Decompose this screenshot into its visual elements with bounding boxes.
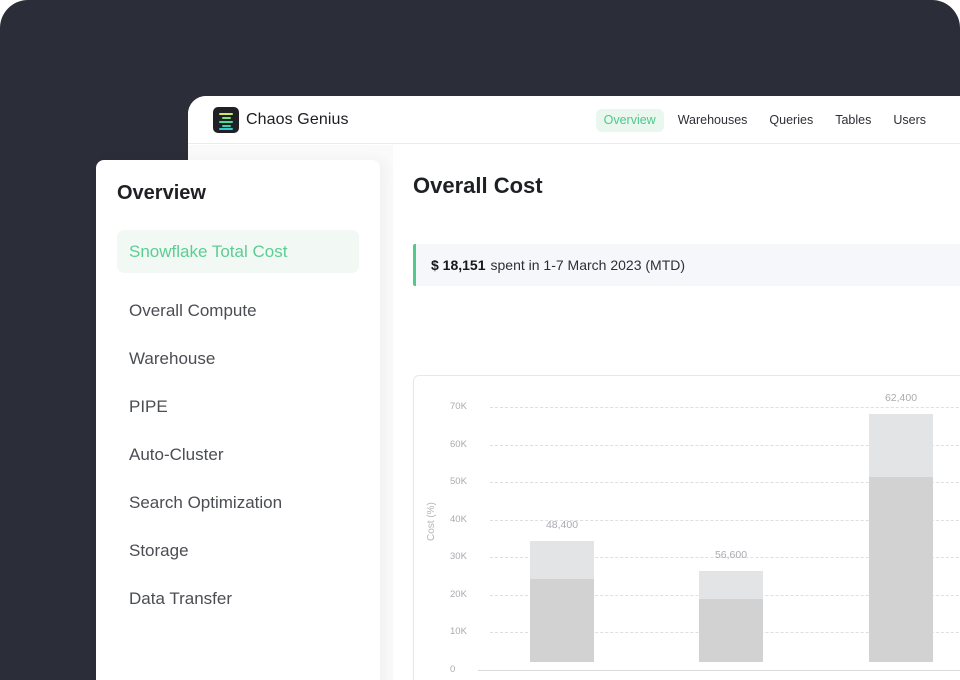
sidebar-item-warehouse[interactable]: Warehouse [129,348,216,368]
main-nav: Overview Warehouses Queries Tables Users [595,109,934,132]
sidebar-item-snowflake-total-cost[interactable]: Snowflake Total Cost [117,230,359,273]
bar-segment-upper [869,414,933,478]
chart-bar[interactable]: 48,400 [530,519,594,662]
spend-amount: $ 18,151 [431,257,486,273]
nav-tables[interactable]: Tables [835,113,872,127]
sidebar: Overview Snowflake Total Cost Overall Co… [96,160,380,680]
sidebar-item-data-transfer[interactable]: Data Transfer [129,588,232,608]
y-tick-label: 40K [450,513,467,525]
nav-users[interactable]: Users [893,113,926,127]
bar-segment-upper [530,541,594,580]
y-tick-label: 20K [450,588,467,600]
sidebar-title: Overview [117,182,206,204]
app-name: Chaos Genius [246,111,349,128]
bar-segment-lower [869,477,933,662]
y-tick-label: 60K [450,438,467,450]
y-gridline: 0 [414,664,960,675]
nav-warehouses[interactable]: Warehouses [677,113,748,127]
bar-segment-upper [699,571,763,599]
y-tick-label: 70K [450,401,467,412]
spend-summary-banner: $ 18,151 spent in 1-7 March 2023 (MTD) [413,244,960,286]
sidebar-item-storage[interactable]: Storage [129,540,189,560]
bar-segment-lower [530,579,594,662]
y-tick-label: 0 [450,664,456,675]
nav-queries[interactable]: Queries [769,113,814,127]
y-gridline: 40K [414,514,960,525]
cost-chart-card: Cost (%) 0 10K 20K 30K 40K 50K 60K 70K 48,400 56,… [413,375,960,680]
brand[interactable]: Chaos Genius [213,107,349,133]
y-gridline: 70K [414,401,960,412]
chart-bar[interactable]: 56,600 [699,549,763,662]
bar-value-label: 62,400 [884,392,918,405]
y-gridline: 30K [414,551,960,562]
bar-value-label: 48,400 [545,519,579,532]
y-tick-label: 30K [450,551,467,563]
y-tick-label: 50K [450,476,467,488]
top-navbar: Chaos Genius Overview Warehouses Queries… [188,96,960,144]
main-content: Overall Cost $ 18,151 spent in 1-7 March… [393,145,960,680]
sidebar-item-pipe[interactable]: PIPE [129,396,168,416]
y-gridline: 50K [414,476,960,487]
sidebar-item-overall-compute[interactable]: Overall Compute [129,300,257,320]
cost-bar-chart: 0 10K 20K 30K 40K 50K 60K 70K 48,400 56,600 62,400 [414,376,960,680]
sidebar-item-search-optimization[interactable]: Search Optimization [129,492,283,512]
stacked-bars-logo-icon [213,107,239,133]
spend-period-text: spent in 1-7 March 2023 (MTD) [490,257,686,273]
y-tick-label: 10K [450,626,467,638]
page-title: Overall Cost [413,173,543,198]
nav-overview[interactable]: Overview [595,109,664,132]
y-gridline: 60K [414,439,960,450]
bar-value-label: 56,600 [714,549,748,562]
sidebar-item-auto-cluster[interactable]: Auto-Cluster [129,444,224,464]
chart-bar[interactable]: 62,400 [869,392,933,662]
bar-segment-lower [699,598,763,662]
